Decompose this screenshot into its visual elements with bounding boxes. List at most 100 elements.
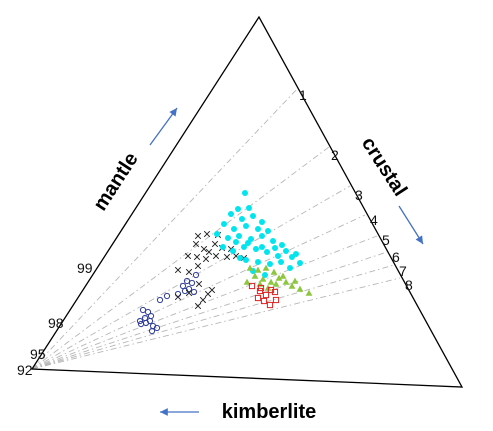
data-point-circle-filled-18 [279,242,285,248]
data-point-circle-open-18 [192,271,200,279]
data-point-circle-filled-5 [250,213,256,219]
data-point-circle-filled-11 [265,228,271,234]
data-point-triangle-filled-6 [267,278,275,285]
data-point-x-0 [194,232,202,240]
data-point-x-5 [211,240,219,248]
data-point-x-7 [205,248,213,256]
data-point-circle-filled-16 [259,233,265,239]
tick-label-5: 5 [382,232,390,248]
tick-label-3: 3 [355,187,363,203]
data-point-circle-filled-0 [242,190,248,196]
data-point-circle-filled-6 [259,219,265,225]
tick-label-99: 99 [77,260,93,276]
tick-label-6: 6 [392,249,400,265]
data-point-circle-filled-27 [255,259,261,265]
ratio-guide-lines [31,87,401,370]
data-point-circle-filled-37 [245,240,251,246]
data-point-circle-open-15 [179,282,187,290]
data-point-circle-filled-14 [236,233,242,239]
axis-label-crustal: crustal [357,133,411,200]
data-point-circle-filled-9 [243,223,249,229]
data-point-circle-filled-21 [241,244,247,250]
data-point-x-3 [192,240,200,248]
ternary-triangle [30,15,464,388]
data-point-triangle-filled-10 [296,285,304,292]
data-point-triangle-filled-16 [243,278,251,285]
data-point-circle-filled-22 [253,246,259,252]
data-point-triangle-filled-7 [275,274,283,281]
data-point-triangle-filled-0 [246,264,254,271]
data-point-circle-open-0 [139,306,147,314]
data-point-circle-filled-40 [262,272,268,278]
right-edge-ticks: 1 2 3 4 5 6 7 8 [299,87,413,293]
data-point-square-open-4 [254,294,262,302]
data-point-x-19 [195,280,203,288]
data-point-circle-filled-26 [243,257,249,263]
data-point-circle-filled-20 [230,248,236,254]
data-point-circle-open-9 [153,324,161,332]
data-point-x-16 [194,262,202,270]
data-point-triangle-filled-11 [305,289,313,296]
data-point-triangle-filled-4 [251,272,259,279]
axis-label-mantle: mantle [89,149,143,215]
data-point-square-open-5 [260,297,268,305]
guide-line-2 [31,146,330,370]
tick-label-4: 4 [370,212,378,228]
data-point-square-open-6 [266,301,274,309]
data-point-circle-filled-10 [255,226,261,232]
data-point-triangle-filled-3 [270,268,278,275]
data-point-square-open-8 [257,284,265,292]
data-point-x-12 [223,253,231,261]
guide-line-1 [31,87,299,370]
data-point-circle-open-4 [136,317,144,325]
crustal-arrow-icon [398,205,424,245]
data-point-x-1 [203,230,211,238]
data-point-x-14 [174,266,182,274]
data-point-x-15 [185,268,193,276]
data-point-circle-open-1 [144,308,152,316]
data-point-circle-filled-32 [233,239,239,245]
data-point-circle-open-12 [163,292,171,300]
data-point-square-open-3 [267,286,275,294]
data-point-circle-open-10 [148,327,156,335]
data-point-circle-filled-29 [278,259,284,265]
data-point-triangle-filled-8 [282,278,290,285]
data-point-circle-open-17 [188,279,196,287]
data-point-circle-open-11 [156,296,164,304]
guide-line-8 [31,277,401,370]
data-point-circle-filled-8 [231,226,237,232]
data-point-circle-filled-12 [214,231,220,237]
data-point-circle-filled-24 [275,253,281,259]
guide-line-6 [31,251,388,370]
guide-line-5 [31,235,378,370]
data-point-circle-filled-19 [220,244,226,250]
data-point-x-4 [200,245,208,253]
data-point-circle-filled-28 [267,261,273,267]
data-point-triangle-filled-15 [279,272,287,279]
data-point-square-open-0 [248,282,256,290]
data-point-x-8 [184,252,192,260]
tick-label-1: 1 [299,87,307,103]
data-point-x-22 [194,302,202,310]
data-point-x-20 [199,296,207,304]
data-points [136,190,313,335]
data-point-square-open-2 [262,291,270,299]
data-point-x-11 [212,252,220,260]
data-point-circle-filled-30 [287,265,293,271]
data-point-circle-filled-33 [259,244,265,250]
data-point-circle-filled-2 [246,205,252,211]
data-point-triangle-filled-17 [291,277,299,284]
tick-label-2: 2 [331,147,339,163]
data-point-triangle-filled-9 [288,282,296,289]
data-point-triangle-filled-2 [262,264,270,271]
data-point-circle-filled-36 [293,251,299,257]
left-edge-ticks: 99 98 95 92 [17,260,93,378]
data-point-circle-filled-13 [225,235,231,241]
tick-label-8: 8 [405,277,413,293]
data-point-x-23 [208,286,216,294]
data-point-circle-filled-35 [283,248,289,254]
axis-label-kimberlite: kimberlite [222,401,316,423]
mantle-arrow-icon [149,107,178,146]
data-point-x-18 [185,289,193,297]
